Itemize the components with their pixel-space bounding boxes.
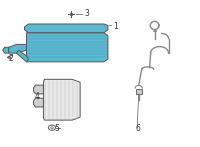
Polygon shape bbox=[136, 89, 142, 94]
Text: 3: 3 bbox=[84, 9, 89, 18]
Polygon shape bbox=[33, 85, 43, 94]
Polygon shape bbox=[7, 57, 11, 59]
Polygon shape bbox=[3, 47, 9, 53]
Text: 6: 6 bbox=[136, 124, 141, 133]
Text: 1: 1 bbox=[113, 22, 118, 31]
Polygon shape bbox=[9, 44, 27, 53]
Polygon shape bbox=[27, 33, 108, 62]
Polygon shape bbox=[33, 98, 43, 107]
Text: 5: 5 bbox=[54, 124, 59, 133]
Text: 4: 4 bbox=[34, 92, 39, 101]
Text: 2: 2 bbox=[9, 54, 13, 64]
Polygon shape bbox=[25, 24, 108, 33]
Polygon shape bbox=[43, 79, 80, 120]
Polygon shape bbox=[17, 50, 29, 62]
Bar bbox=[70, 13, 72, 15]
